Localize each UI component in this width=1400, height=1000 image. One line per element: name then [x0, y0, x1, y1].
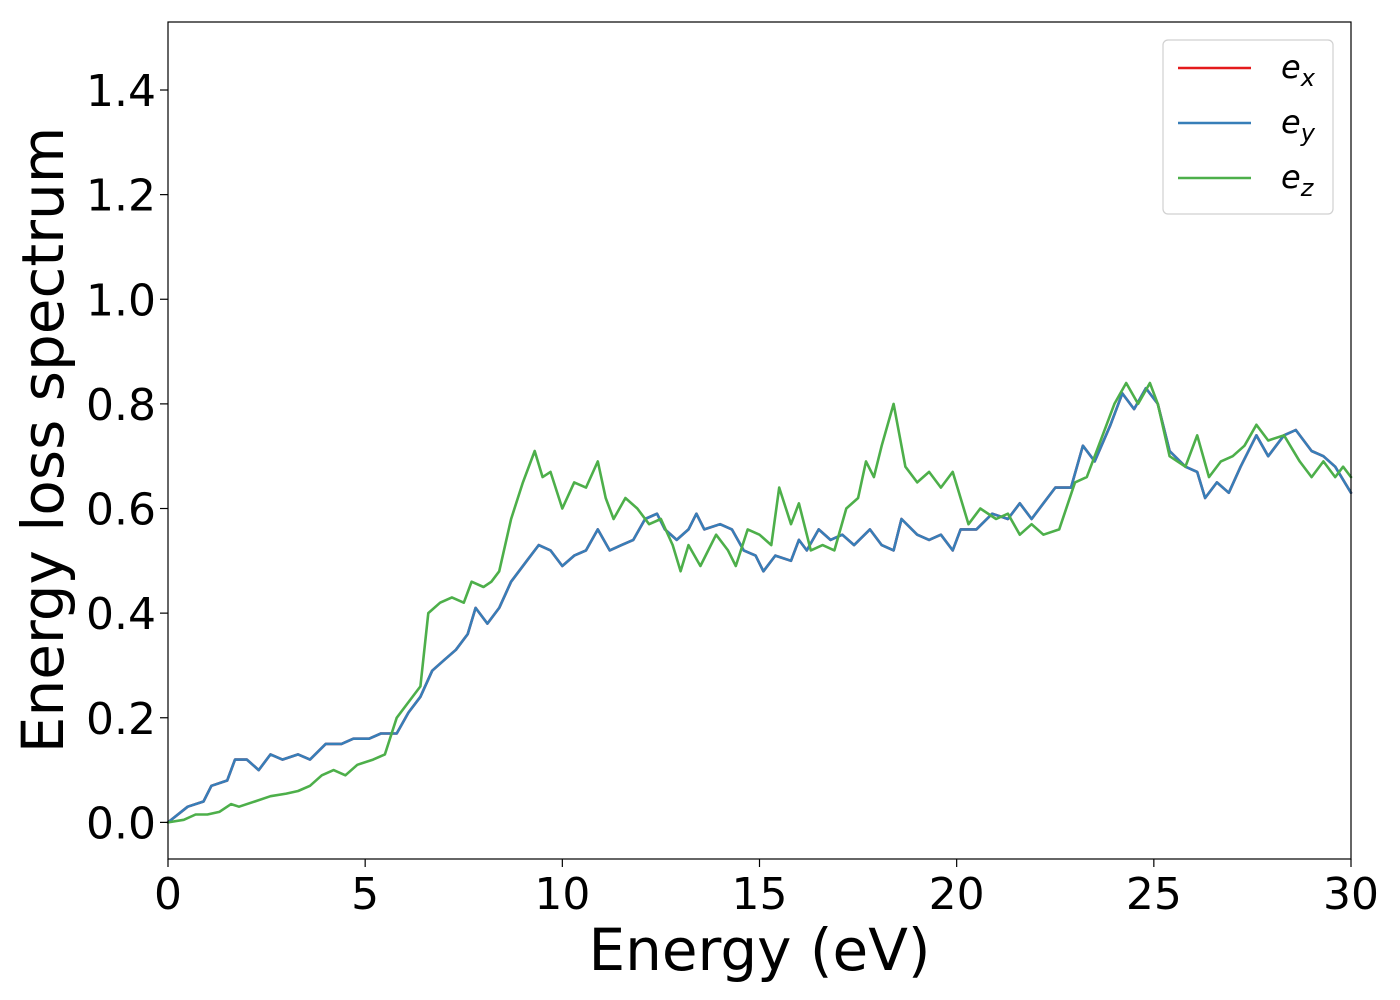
y-tick-label: 0.4 — [86, 589, 156, 640]
y-tick-label: 0.2 — [86, 694, 156, 745]
legend-label-ex: ex — [1281, 48, 1316, 92]
x-tick-label: 30 — [1323, 869, 1379, 920]
legend-box — [1162, 39, 1334, 215]
series-line-e-z — [166, 381, 1353, 824]
legend: ex ey ez — [1162, 39, 1334, 215]
x-tick-label: 20 — [929, 869, 985, 920]
y-tick-label: 1.0 — [86, 275, 156, 326]
x-axis-label: Energy (eV) — [588, 916, 930, 984]
x-tick-label: 10 — [534, 869, 590, 920]
y-tick-label: 1.2 — [86, 171, 156, 222]
x-tick-label: 15 — [732, 869, 788, 920]
x-tick-label: 25 — [1126, 869, 1182, 920]
y-tick-label: 0.6 — [86, 485, 156, 536]
ticks-layer: 0 5 10 15 20 25 30 0.0 0.2 0.4 0.6 0.8 1.0 1.2 1.4 — [86, 66, 1379, 920]
legend-label-ey: ey — [1281, 103, 1316, 147]
y-tick-label: 0.8 — [86, 380, 156, 431]
legend-label-ez: ez — [1281, 158, 1315, 202]
series-layer — [166, 381, 1353, 824]
y-tick-label: 0.0 — [86, 798, 156, 849]
y-axis-label: Energy loss spectrum — [9, 127, 77, 753]
plot-background — [168, 22, 1351, 859]
y-tick-label: 1.4 — [86, 66, 156, 117]
x-tick-label: 0 — [154, 869, 182, 920]
x-tick-label: 5 — [351, 869, 379, 920]
